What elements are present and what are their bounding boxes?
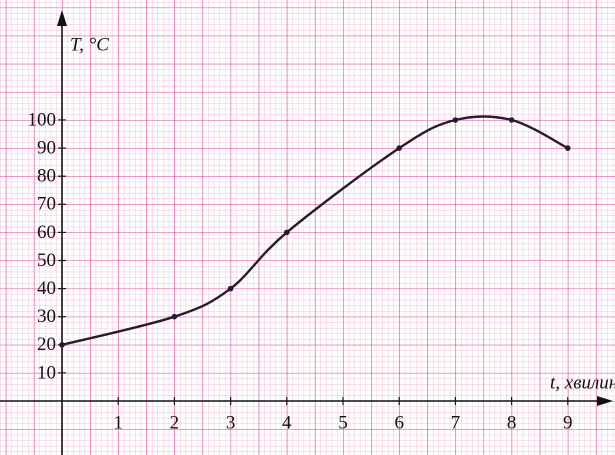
x-axis-title: t, хвилин bbox=[550, 372, 615, 393]
point bbox=[59, 342, 65, 348]
point bbox=[508, 117, 515, 123]
point bbox=[396, 145, 402, 151]
x-tick-label: 9 bbox=[563, 412, 573, 433]
y-tick-label: 10 bbox=[37, 362, 56, 383]
x-tick-label: 2 bbox=[170, 412, 180, 433]
point bbox=[452, 117, 459, 123]
y-tick-label: 70 bbox=[37, 194, 56, 215]
y-tick-label: 100 bbox=[28, 109, 57, 130]
x-tick-label: 8 bbox=[507, 412, 517, 433]
y-tick-label: 90 bbox=[37, 137, 56, 158]
x-tick-label: 3 bbox=[226, 412, 236, 433]
x-tick-label: 6 bbox=[394, 412, 404, 433]
y-axis-title: T, °C bbox=[70, 34, 109, 55]
y-tick-label: 30 bbox=[37, 306, 56, 327]
x-tick-label: 4 bbox=[282, 412, 292, 433]
point bbox=[171, 313, 178, 320]
y-tick-label: 20 bbox=[37, 334, 56, 355]
y-arrow bbox=[57, 10, 67, 26]
y-tick-label: 40 bbox=[37, 278, 56, 299]
x-tick-label: 7 bbox=[451, 412, 461, 433]
x-arrow bbox=[597, 396, 613, 406]
x-tick-label: 5 bbox=[338, 412, 348, 433]
y-tick-label: 80 bbox=[37, 166, 56, 187]
y-tick-label: 60 bbox=[37, 222, 56, 243]
point bbox=[283, 229, 290, 236]
y-tick-label: 50 bbox=[37, 250, 56, 271]
point bbox=[227, 285, 234, 292]
x-tick-label: 1 bbox=[113, 412, 123, 433]
point bbox=[564, 145, 571, 151]
